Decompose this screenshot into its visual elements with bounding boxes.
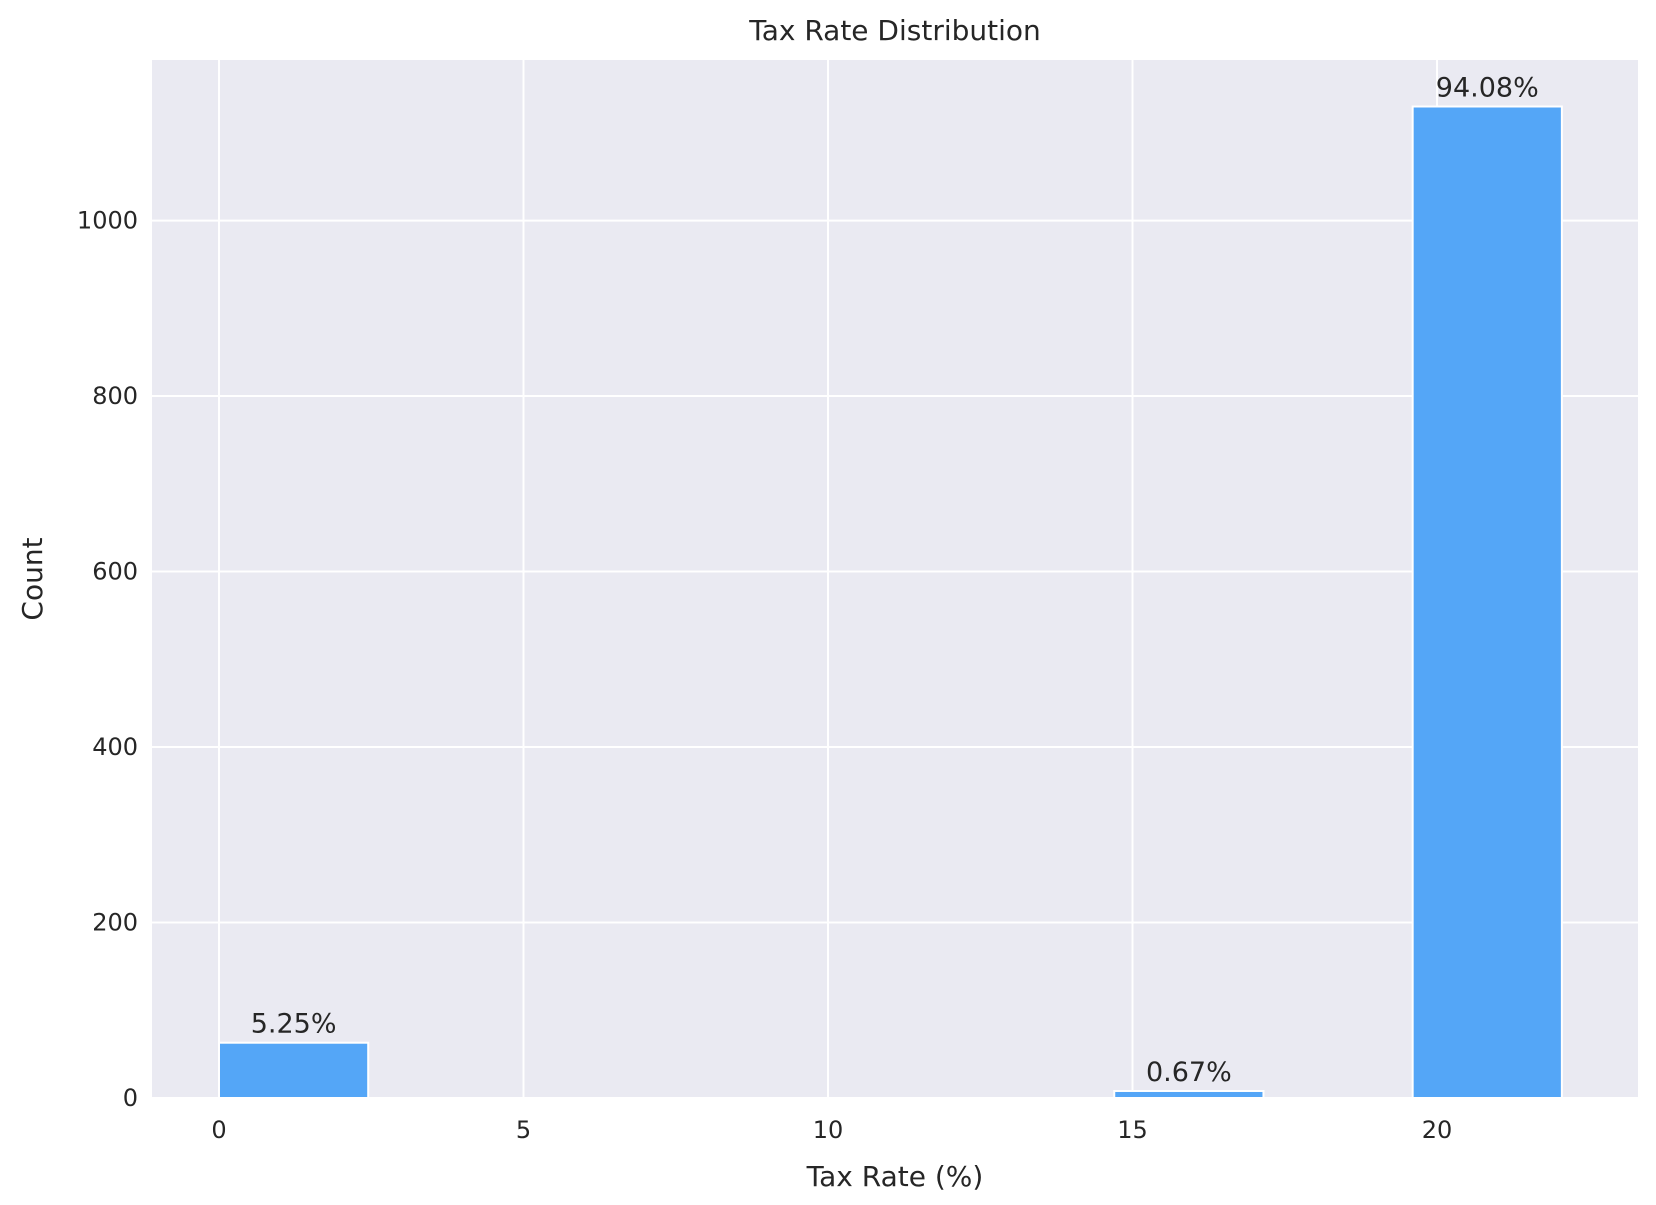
x-tick-label: 20 xyxy=(1422,1116,1453,1144)
x-tick-labels: 0 5 10 15 20 xyxy=(211,1116,1452,1144)
bar-labels: 5.25% 0.67% 94.08% xyxy=(251,73,1539,1088)
x-tick-label: 0 xyxy=(211,1116,226,1144)
y-tick-label: 600 xyxy=(92,558,138,586)
histogram-bar xyxy=(217,1041,370,1100)
plot-area xyxy=(152,60,1638,1098)
y-tick-label: 400 xyxy=(92,733,138,761)
x-tick-label: 5 xyxy=(516,1116,531,1144)
x-tick-label: 15 xyxy=(1117,1116,1148,1144)
bar-percent-label: 5.25% xyxy=(251,1009,337,1040)
histogram-bar xyxy=(1411,105,1563,1100)
bar-percent-label: 0.67% xyxy=(1146,1057,1232,1088)
bars xyxy=(217,105,1563,1100)
y-axis-label: Count xyxy=(16,537,49,620)
y-tick-label: 200 xyxy=(92,909,138,937)
y-tick-label: 800 xyxy=(92,382,138,410)
y-tick-label: 1000 xyxy=(77,207,138,235)
chart-title: Tax Rate Distribution xyxy=(748,14,1041,47)
y-tick-label: 0 xyxy=(123,1084,138,1112)
x-tick-label: 10 xyxy=(813,1116,844,1144)
histogram-bar xyxy=(1113,1089,1265,1100)
bar-percent-label: 94.08% xyxy=(1436,73,1539,104)
y-tick-labels: 0 200 400 600 800 1000 xyxy=(77,207,138,1112)
grid-lines xyxy=(152,60,1638,1099)
x-axis-label: Tax Rate (%) xyxy=(806,1160,984,1193)
